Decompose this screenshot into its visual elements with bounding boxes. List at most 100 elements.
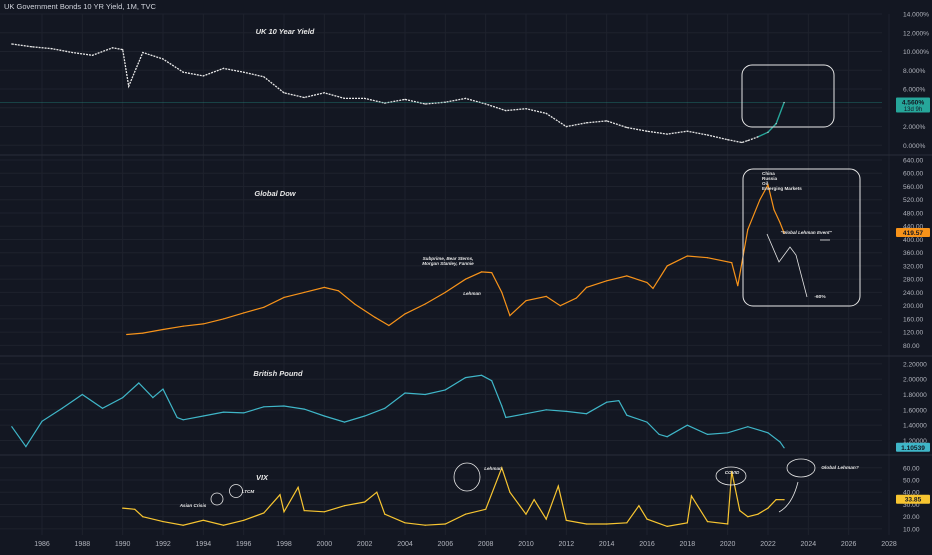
gbp-data-point (585, 413, 588, 415)
gbp-data-point (404, 392, 406, 394)
china-list-annotation: Oil (762, 181, 768, 186)
time-axis-label: 1986 (34, 541, 50, 548)
uk10y-highlight-box (741, 64, 835, 128)
pane-separators (0, 154, 932, 456)
gbp-last-value-label: 1.10539 (901, 445, 925, 452)
time-axis-label: 2006 (438, 541, 454, 548)
vix-data-point (444, 523, 446, 525)
time-axis-label: 1998 (276, 541, 292, 548)
uk10y-data-point (706, 134, 709, 136)
uk10y-data-point (343, 97, 346, 99)
global_dow-data-point (202, 323, 204, 325)
vix-data-point (545, 518, 547, 520)
gbp-data-point (545, 409, 547, 411)
uk10y-data-point (775, 123, 777, 125)
asian-crisis-annotation: Asian Crisis (179, 503, 207, 508)
vix-data-point (757, 513, 759, 515)
vix-data-point (162, 521, 164, 523)
time-axis-label: 2016 (639, 541, 655, 548)
gbp-data-point (202, 415, 204, 417)
gbp-data-point (162, 388, 164, 390)
uk10y-recent-line (757, 102, 785, 138)
uk10y-data-point (783, 101, 785, 104)
gbp-data-point (727, 432, 729, 434)
lehman-annotation: Lehman (463, 291, 481, 296)
gbp-data-point (464, 377, 467, 379)
vix-data-point (279, 494, 281, 496)
price-axis-label: 640.00 (903, 158, 924, 165)
ltcm-circle (229, 484, 243, 498)
grid-layer (0, 13, 890, 535)
price-axis-label: 560.00 (903, 184, 924, 191)
uk10y-data-point (404, 98, 406, 100)
vix-data-point (404, 522, 406, 524)
global_dow-data-point (767, 184, 769, 186)
gbp-data-point (658, 433, 660, 435)
gbp-data-point (138, 382, 140, 384)
vix-data-point (731, 470, 733, 472)
global_dow-data-point (783, 232, 785, 234)
uk10y-data-point (585, 122, 588, 124)
vix-last-value-label: 33.85 (905, 497, 922, 504)
uk10y-last-value-label: 4.560% (902, 100, 925, 107)
price-axis-label: 200.00 (903, 303, 924, 310)
global-lehman-circle (786, 458, 816, 478)
global_dow-data-point (779, 222, 781, 224)
price-axis-layer: 0.000%2.000%4.000%6.000%8.000%10.000%12.… (896, 12, 930, 533)
uk10y-data-point (424, 103, 426, 105)
vix-data-point (202, 519, 204, 521)
gbp-data-point (491, 380, 493, 382)
uk10y-data-point (606, 120, 608, 122)
gbp-data-point (243, 412, 245, 414)
price-axis-label: 1.80000 (903, 392, 927, 399)
global_dow-last-value-label: 419.57 (903, 230, 924, 237)
global_dow-data-point (424, 303, 426, 305)
time-axis-label: 1990 (115, 541, 131, 548)
price-axis-label: 240.00 (903, 290, 924, 297)
global_dow-data-point (559, 305, 561, 307)
time-axis-label: 1988 (75, 541, 91, 548)
global-lehman-question: Global Lehman? (821, 465, 859, 471)
price-axis-label: 1.40000 (903, 423, 927, 430)
uk10y-data-point (202, 75, 204, 77)
uk10y-data-point (741, 141, 743, 144)
global_dow-data-point (404, 313, 406, 315)
price-axis-label: 1.60000 (903, 407, 927, 414)
uk10y-pane-title: UK 10 Year Yield (256, 27, 315, 36)
global_dow-data-point (731, 262, 733, 264)
gbp-data-point (122, 397, 124, 399)
asian-crisis-circle (210, 492, 224, 506)
time-axis-label: 2014 (599, 541, 615, 548)
uk10y-data-point (757, 136, 759, 138)
global_dow-data-point (747, 228, 749, 231)
vix-data-point (323, 511, 325, 513)
drop-annotation: -60% (814, 294, 826, 300)
uk10y-data-point (525, 108, 527, 110)
uk10y-data-point (545, 112, 547, 114)
price-axis-label: 60.00 (903, 465, 920, 472)
global_dow-data-point (666, 265, 668, 267)
vix-data-point (767, 507, 769, 509)
uk10y-data-point (182, 71, 184, 73)
projection-path (766, 233, 808, 298)
time-axis-layer: 1986 1988 1990 1992 1994 1996 1998 2000 2002 2004… (34, 541, 897, 548)
vix-data-point (525, 513, 527, 515)
global_dow-data-point (354, 303, 356, 305)
ltcm-annotation: LTCM (242, 489, 255, 494)
gbp-data-point (779, 441, 781, 443)
vix-data-point (376, 491, 378, 493)
gbp-data-point (11, 426, 13, 428)
global_dow-data-point (585, 286, 588, 288)
gbp-data-point (424, 393, 426, 396)
uk10y-data-point (666, 133, 668, 135)
time-axis-label: 2002 (357, 541, 373, 548)
global_dow-data-point (575, 297, 578, 299)
uk10y-data-point (128, 85, 130, 87)
uk10y-data-point (485, 103, 487, 105)
global_dow-pane-title: Global Dow (254, 189, 296, 198)
time-axis-label: 2026 (841, 541, 857, 548)
gbp-data-point (626, 414, 628, 416)
vix-data-point (565, 519, 567, 521)
